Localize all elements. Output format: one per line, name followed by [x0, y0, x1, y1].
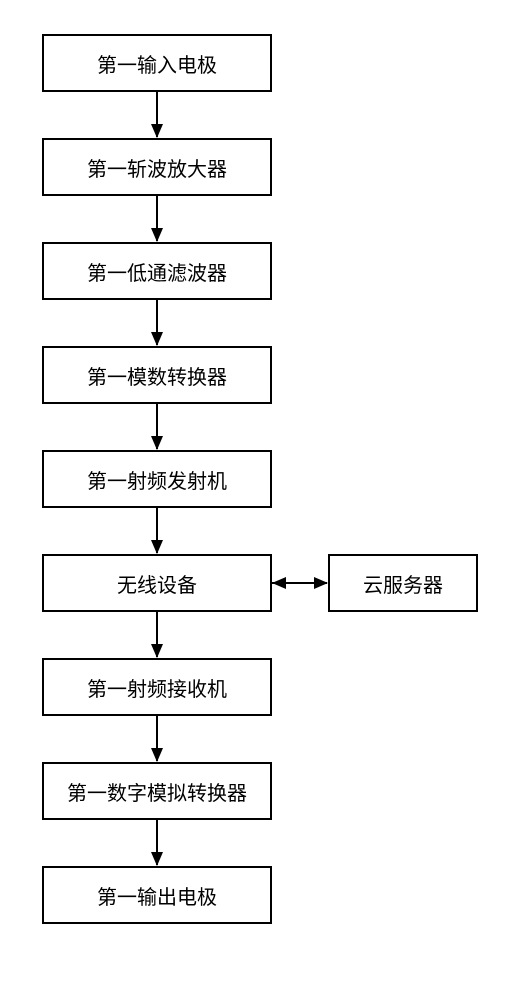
node-label: 第一射频发射机 — [87, 465, 227, 494]
node-n3: 第一低通滤波器 — [42, 242, 272, 300]
node-label: 无线设备 — [117, 569, 197, 598]
node-n7: 第一射频接收机 — [42, 658, 272, 716]
node-label: 第一数字模拟转换器 — [67, 777, 247, 806]
node-n5: 第一射频发射机 — [42, 450, 272, 508]
node-label: 第一输出电极 — [97, 881, 217, 910]
node-label: 第一斩波放大器 — [87, 153, 227, 182]
node-label: 第一低通滤波器 — [87, 257, 227, 286]
node-n6: 无线设备 — [42, 554, 272, 612]
node-n1: 第一输入电极 — [42, 34, 272, 92]
node-label: 第一输入电极 — [97, 49, 217, 78]
node-n10: 云服务器 — [328, 554, 478, 612]
node-label: 第一模数转换器 — [87, 361, 227, 390]
node-n8: 第一数字模拟转换器 — [42, 762, 272, 820]
node-n2: 第一斩波放大器 — [42, 138, 272, 196]
node-label: 云服务器 — [363, 569, 443, 598]
node-n9: 第一输出电极 — [42, 866, 272, 924]
node-label: 第一射频接收机 — [87, 673, 227, 702]
node-n4: 第一模数转换器 — [42, 346, 272, 404]
